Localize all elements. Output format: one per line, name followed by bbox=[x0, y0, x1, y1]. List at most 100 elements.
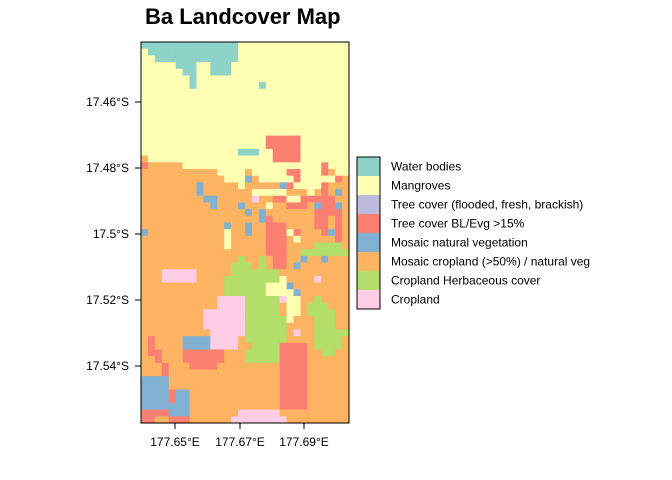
raster-cell bbox=[328, 369, 336, 377]
raster-cell bbox=[258, 102, 267, 110]
raster-cell bbox=[238, 142, 246, 150]
raster-cell bbox=[231, 322, 239, 331]
raster-cell bbox=[189, 128, 198, 137]
raster-cell bbox=[147, 235, 156, 244]
raster-cell bbox=[196, 396, 204, 404]
raster-cell bbox=[245, 108, 253, 117]
raster-cell bbox=[231, 135, 239, 143]
raster-cell bbox=[203, 275, 211, 284]
raster-cell bbox=[238, 309, 246, 317]
raster-cell bbox=[203, 182, 211, 190]
raster-cell bbox=[189, 48, 198, 56]
raster-cell bbox=[147, 62, 156, 70]
raster-cell bbox=[258, 342, 267, 351]
raster-cell bbox=[224, 296, 232, 304]
raster-cell bbox=[182, 416, 191, 424]
raster-cell bbox=[265, 302, 274, 310]
raster-cell bbox=[224, 316, 232, 324]
raster-cell bbox=[314, 396, 322, 404]
x-axis: 177.65°E 177.67°E 177.69°E bbox=[150, 423, 329, 449]
raster-cell bbox=[245, 322, 253, 331]
raster-cell bbox=[265, 115, 274, 123]
raster-cell bbox=[231, 215, 239, 224]
raster-cell bbox=[154, 382, 163, 391]
raster-cell bbox=[293, 235, 302, 244]
raster-cell bbox=[161, 389, 170, 397]
raster-cell bbox=[245, 369, 253, 377]
raster-cell bbox=[238, 282, 246, 290]
raster-cell bbox=[321, 189, 329, 197]
raster-cell bbox=[161, 249, 170, 257]
raster-cell bbox=[189, 102, 198, 110]
raster-cell bbox=[210, 269, 218, 277]
raster-cell bbox=[307, 409, 315, 417]
raster-cell bbox=[231, 155, 239, 163]
raster-cell bbox=[224, 389, 232, 397]
raster-cell bbox=[293, 108, 302, 117]
raster-cell bbox=[231, 102, 239, 110]
raster-cell bbox=[279, 162, 288, 170]
raster-cell bbox=[314, 55, 322, 63]
raster-cell bbox=[300, 175, 308, 183]
raster-cell bbox=[168, 222, 177, 230]
raster-cell bbox=[196, 48, 204, 56]
raster-cell bbox=[314, 135, 322, 143]
raster-cell bbox=[203, 175, 211, 183]
raster-cell bbox=[189, 155, 198, 163]
raster-cell bbox=[161, 95, 170, 103]
raster-cell bbox=[175, 275, 184, 284]
raster-cell bbox=[258, 396, 267, 404]
raster-cell bbox=[328, 289, 336, 297]
raster-cell bbox=[196, 235, 204, 244]
raster-cell bbox=[265, 82, 274, 90]
raster-cell bbox=[321, 356, 329, 364]
raster-cell bbox=[154, 389, 163, 397]
raster-cell bbox=[251, 342, 260, 351]
raster-cell bbox=[210, 282, 218, 290]
raster-cell bbox=[258, 242, 267, 250]
raster-cell bbox=[238, 336, 246, 344]
raster-cell bbox=[161, 88, 170, 97]
raster-cell bbox=[293, 88, 302, 97]
raster-cell bbox=[189, 289, 198, 297]
raster-cell bbox=[238, 202, 246, 210]
raster-cell bbox=[293, 255, 302, 264]
raster-cell bbox=[265, 222, 274, 230]
raster-cell bbox=[307, 322, 315, 331]
legend-label: Mosaic cropland (>50%) / natural veg bbox=[391, 255, 590, 269]
raster-cell bbox=[189, 62, 198, 70]
raster-cell bbox=[328, 209, 336, 217]
raster-cell bbox=[342, 95, 350, 103]
raster-cell bbox=[168, 329, 177, 337]
raster-cell bbox=[272, 162, 281, 170]
raster-cell bbox=[147, 162, 156, 170]
raster-cell bbox=[182, 296, 191, 304]
raster-cell bbox=[286, 115, 295, 123]
raster-cell bbox=[189, 282, 198, 290]
raster-cell bbox=[182, 189, 191, 197]
raster-cell bbox=[265, 95, 274, 103]
raster-cell bbox=[300, 202, 308, 210]
raster-cell bbox=[154, 349, 163, 357]
raster-cell bbox=[258, 309, 267, 317]
raster-cell bbox=[238, 128, 246, 137]
raster-cell bbox=[175, 235, 184, 244]
raster-cell bbox=[245, 329, 253, 337]
raster-cell bbox=[300, 229, 308, 237]
raster-cell bbox=[203, 128, 211, 137]
raster-cell bbox=[272, 135, 281, 143]
raster-cell bbox=[161, 235, 170, 244]
raster-cell bbox=[300, 242, 308, 250]
raster-cell bbox=[147, 202, 156, 210]
raster-cell bbox=[321, 282, 329, 290]
raster-cell bbox=[196, 195, 204, 204]
raster-cell bbox=[224, 396, 232, 404]
raster-cell bbox=[154, 48, 163, 56]
raster-cell bbox=[203, 229, 211, 237]
raster-cell bbox=[161, 48, 170, 56]
raster-cell bbox=[154, 262, 163, 270]
raster-cell bbox=[196, 122, 204, 130]
raster-cell bbox=[147, 255, 156, 264]
raster-cell bbox=[251, 262, 260, 270]
raster-cell bbox=[217, 269, 225, 277]
